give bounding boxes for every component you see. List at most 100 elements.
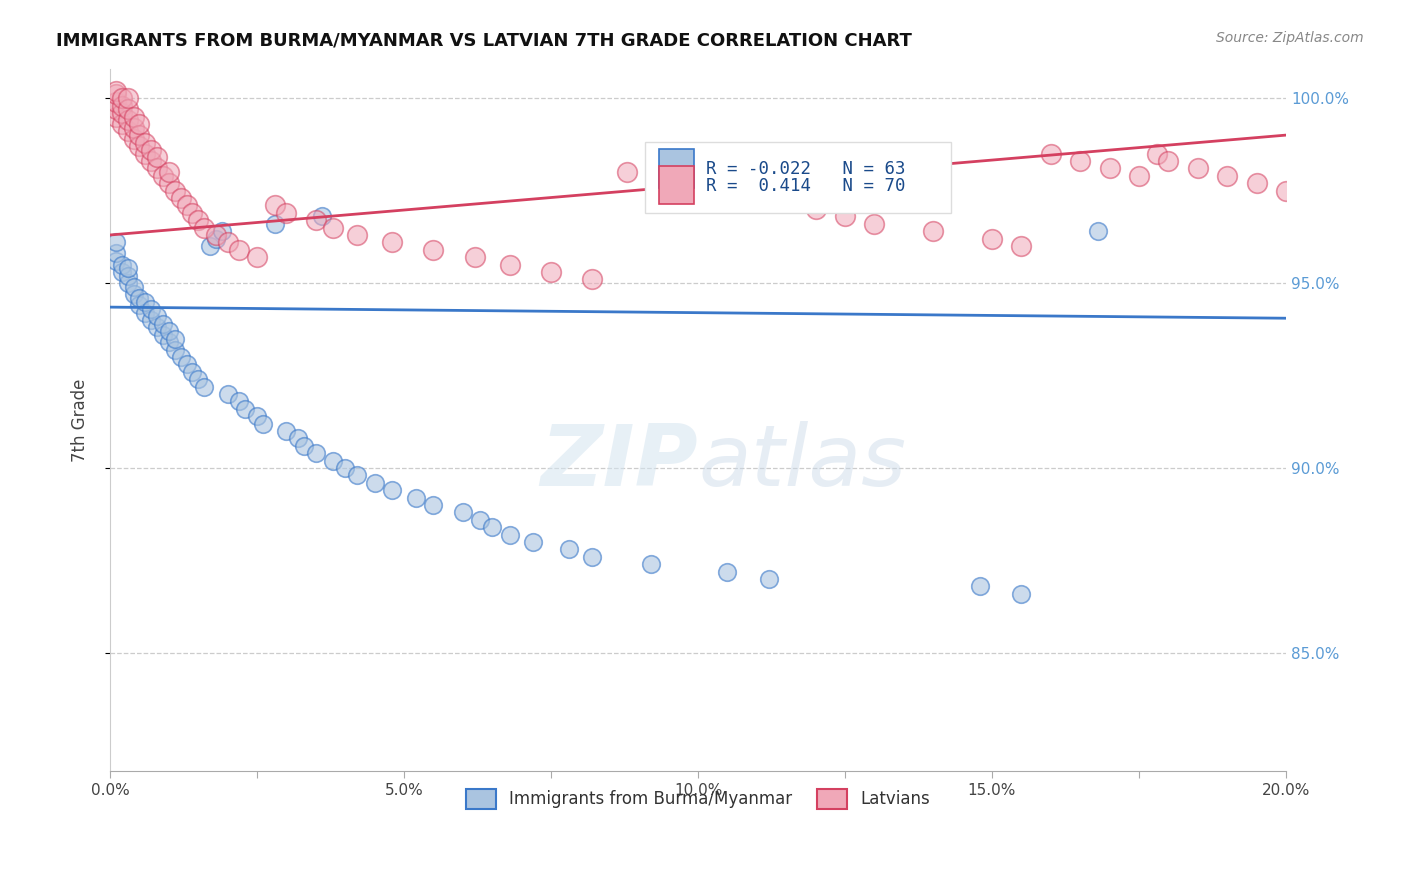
Point [322,453,344,467]
Point [163,332,186,346]
Point [163,343,186,357]
Point [499,258,522,272]
Point [169,191,191,205]
Point [193,379,215,393]
Point [152,327,174,342]
Point [263,198,285,212]
Point [104,95,127,109]
Point [211,224,233,238]
Point [141,143,163,157]
Point [499,527,522,541]
Point [163,184,186,198]
Point [346,468,368,483]
Point [335,461,357,475]
Point [104,235,127,250]
Point [104,110,127,124]
Point [117,91,139,105]
Point [1098,161,1121,176]
Point [1246,176,1268,190]
Point [228,394,250,409]
Point [246,250,269,264]
Point [176,358,198,372]
Text: R =  0.414   N = 70: R = 0.414 N = 70 [706,177,905,194]
Point [104,87,127,102]
Point [969,579,991,593]
Point [187,372,209,386]
Point [181,206,204,220]
Point [157,176,180,190]
Point [157,324,180,338]
Point [1069,153,1091,168]
Point [134,294,156,309]
Point [117,276,139,290]
Point [863,217,886,231]
Text: R = -0.022   N = 63: R = -0.022 N = 63 [706,160,905,178]
Point [1275,184,1298,198]
Point [141,301,163,316]
Point [111,91,134,105]
Point [146,320,169,334]
Point [104,102,127,116]
Point [176,198,198,212]
Point [146,310,169,324]
Point [122,120,145,135]
Point [1157,153,1180,168]
Point [134,136,156,150]
Point [122,287,145,301]
Point [804,202,827,216]
Point [311,210,333,224]
Point [1216,169,1239,183]
Point [152,317,174,331]
Point [305,446,328,460]
Point [422,498,444,512]
Point [758,187,780,202]
Point [557,542,579,557]
Legend: Immigrants from Burma/Myanmar, Latvians: Immigrants from Burma/Myanmar, Latvians [460,782,936,816]
Point [451,505,474,519]
Point [141,153,163,168]
Point [658,172,681,186]
Point [111,106,134,120]
Point [146,150,169,164]
Point [228,243,250,257]
Point [128,291,150,305]
Point [405,491,427,505]
Text: Source: ZipAtlas.com: Source: ZipAtlas.com [1216,31,1364,45]
Point [276,206,298,220]
Point [104,253,127,268]
Point [187,213,209,227]
Point [775,194,797,209]
Point [141,313,163,327]
Point [104,84,127,98]
Point [758,572,780,586]
Point [122,110,145,124]
Point [198,239,221,253]
Point [117,113,139,128]
Point [122,132,145,146]
Point [246,409,269,424]
Point [381,235,404,250]
Point [117,268,139,283]
Point [287,432,309,446]
Point [1128,169,1150,183]
Point [276,424,298,438]
Point [581,549,603,564]
Point [134,146,156,161]
Point [716,565,738,579]
Point [122,279,145,293]
Point [1010,239,1032,253]
Point [128,139,150,153]
Point [217,387,239,401]
Point [1039,146,1062,161]
Point [616,165,638,179]
Point [540,265,562,279]
Point [422,243,444,257]
Point [292,439,315,453]
Point [981,232,1004,246]
Point [128,298,150,312]
Y-axis label: 7th Grade: 7th Grade [72,378,89,462]
Point [128,117,150,131]
Point [252,417,274,431]
Bar [659,149,695,188]
Point [305,213,328,227]
